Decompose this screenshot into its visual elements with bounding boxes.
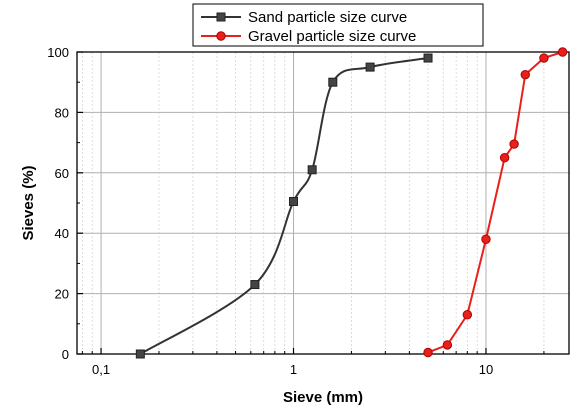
data-point	[481, 234, 491, 244]
y-tick-label: 80	[55, 105, 69, 120]
data-point	[328, 77, 338, 87]
series-2	[423, 47, 568, 358]
legend-label: Sand particle size curve	[248, 9, 407, 26]
series-layer	[135, 47, 568, 359]
series-line	[139, 57, 429, 355]
legend-marker	[216, 12, 226, 22]
data-point	[289, 196, 299, 206]
x-axis-title: Sieve (mm)	[283, 389, 363, 406]
series-1	[135, 53, 433, 359]
legend: Sand particle size curve Gravel particle …	[192, 3, 484, 47]
data-point	[539, 53, 549, 63]
data-point	[499, 153, 510, 163]
x-tick-label: 0,1	[92, 362, 110, 377]
data-point	[307, 165, 317, 175]
x-tick-label: 10	[479, 362, 493, 377]
data-point	[423, 53, 433, 63]
y-tick-label: 0	[62, 347, 69, 362]
data-point	[365, 62, 375, 72]
data-point	[442, 340, 453, 350]
y-tick-label: 60	[55, 166, 69, 181]
y-tick-label: 40	[55, 226, 69, 241]
y-axis-title: Sieves (%)	[20, 165, 37, 240]
y-tick-label: 100	[47, 45, 69, 60]
data-point	[135, 349, 145, 359]
x-tick-label: 1	[290, 362, 297, 377]
data-point	[423, 347, 433, 358]
data-point	[509, 139, 519, 149]
series-line	[427, 51, 563, 354]
y-tick-label: 20	[55, 287, 69, 302]
data-point	[250, 280, 260, 290]
legend-label: Gravel particle size curve	[248, 28, 416, 45]
legend-box	[192, 3, 484, 47]
legend-marker	[216, 31, 226, 41]
data-point	[462, 310, 473, 320]
data-point	[520, 69, 530, 80]
data-point	[557, 47, 568, 57]
